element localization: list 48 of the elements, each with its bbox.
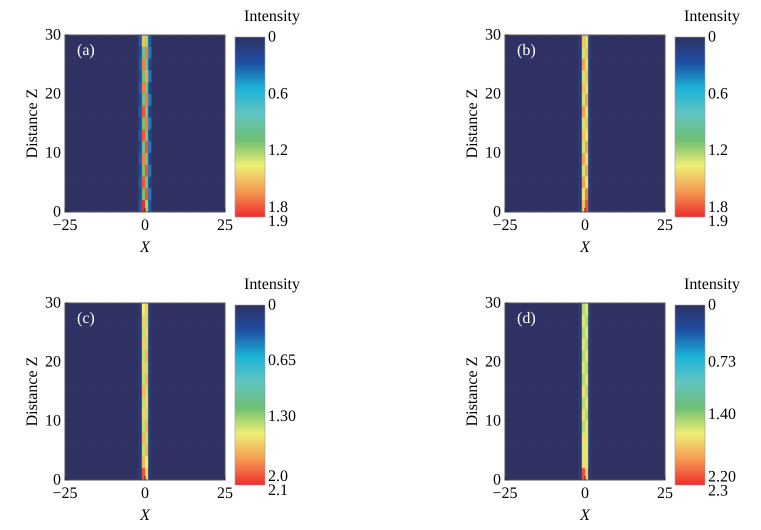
color-bar-title: Intensity xyxy=(244,276,300,293)
annotation: (d) xyxy=(517,310,536,327)
color-bar-label: 1.30 xyxy=(268,408,296,425)
color-bar-label: 0 xyxy=(708,296,716,314)
color-bar-label: 1.2 xyxy=(268,142,288,160)
x-tick-label: 25 xyxy=(657,217,673,234)
color-bar-title: Intensity xyxy=(684,276,740,293)
y-tick-label: 20 xyxy=(45,86,61,102)
annotation: (b) xyxy=(517,42,536,59)
color-bar-label: 0 xyxy=(708,28,716,46)
y-axis-title: Distance Z xyxy=(24,88,41,158)
x-axis-title: X xyxy=(139,239,152,256)
x-axis-title: X xyxy=(579,239,592,256)
x-tick-label: 0 xyxy=(581,485,589,502)
y-tick-label: 10 xyxy=(45,412,61,430)
y-tick-label: 30 xyxy=(485,26,501,44)
color-bar-label: 1.40 xyxy=(708,406,736,424)
y-tick-label: 30 xyxy=(485,294,501,312)
color-bar-label: 0.6 xyxy=(708,85,728,102)
y-axis-title: Distance Z xyxy=(464,88,481,158)
y-tick-label: 10 xyxy=(45,144,61,162)
x-tick-label: 25 xyxy=(217,217,233,234)
y-tick-label: 30 xyxy=(45,294,61,312)
y-tick-label: 20 xyxy=(45,354,61,370)
y-axis-title: Distance Z xyxy=(464,356,481,426)
annotation: (c) xyxy=(77,310,95,327)
x-tick-label: 0 xyxy=(141,217,149,234)
y-tick-label: 20 xyxy=(485,86,501,102)
x-tick-label: 25 xyxy=(657,485,673,502)
y-tick-label: 20 xyxy=(485,354,501,370)
color-bar-title: Intensity xyxy=(244,8,300,25)
y-tick-label: 10 xyxy=(485,144,501,162)
color-bar-label: 1.2 xyxy=(708,142,728,160)
y-tick-label: 30 xyxy=(45,26,61,44)
y-tick-label: 10 xyxy=(485,412,501,430)
color-bar-label: 0 xyxy=(268,28,276,46)
color-bar-label: 0.73 xyxy=(708,354,736,371)
x-axis-title: X xyxy=(579,507,592,524)
color-bar-label: 0.65 xyxy=(268,352,296,370)
annotation: (a) xyxy=(77,42,95,59)
y-axis-title: Distance Z xyxy=(24,356,41,426)
color-bar-label: 0.6 xyxy=(268,85,288,102)
color-bar-title: Intensity xyxy=(684,8,740,25)
x-tick-label: 25 xyxy=(217,485,233,502)
x-tick-label: 0 xyxy=(141,485,149,502)
x-axis-title: X xyxy=(139,507,152,524)
x-tick-label: 0 xyxy=(581,217,589,234)
color-bar-label: 0 xyxy=(268,296,276,314)
